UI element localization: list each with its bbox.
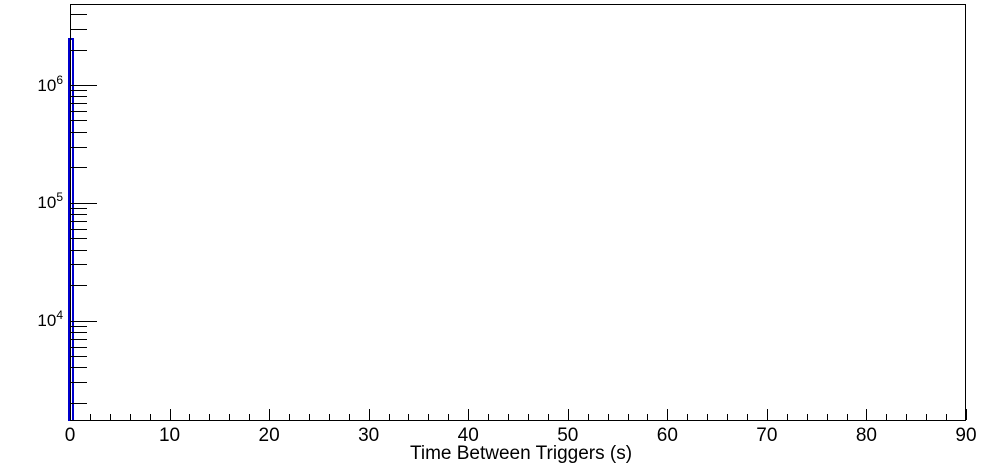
y-minor-tick xyxy=(71,167,87,169)
y-minor-tick xyxy=(71,238,87,240)
x-minor-tick xyxy=(627,414,629,420)
x-axis-title: Time Between Triggers (s) xyxy=(409,443,633,464)
x-major-tick xyxy=(70,409,71,420)
y-minor-tick xyxy=(71,49,87,51)
x-minor-tick xyxy=(388,414,390,420)
x-minor-tick xyxy=(886,414,888,420)
y-tick-label: 104 xyxy=(37,308,63,331)
x-minor-tick xyxy=(109,414,111,420)
x-tick-label: 20 xyxy=(258,425,280,446)
y-minor-tick xyxy=(71,131,87,133)
y-major-tick xyxy=(71,320,97,322)
x-tick-label: 10 xyxy=(158,425,181,446)
x-major-tick xyxy=(368,409,370,420)
x-minor-tick xyxy=(906,414,908,420)
y-minor-tick xyxy=(71,382,87,384)
x-minor-tick xyxy=(547,414,549,420)
y-minor-tick xyxy=(71,14,87,16)
x-minor-tick xyxy=(308,414,310,420)
x-minor-tick xyxy=(786,414,788,420)
y-minor-tick xyxy=(71,331,87,333)
y-tick-label-base: 10 xyxy=(37,193,57,213)
x-minor-tick xyxy=(707,414,709,420)
y-minor-tick xyxy=(71,214,87,216)
y-minor-tick xyxy=(71,228,87,230)
y-tick-label-exponent: 5 xyxy=(56,190,63,205)
y-minor-tick xyxy=(71,285,87,287)
x-minor-tick xyxy=(926,414,928,420)
x-minor-tick xyxy=(527,414,529,420)
y-major-tick xyxy=(71,85,97,86)
y-minor-tick xyxy=(71,220,87,222)
y-tick-label-base: 10 xyxy=(37,311,57,330)
y-minor-tick xyxy=(71,111,87,113)
x-minor-tick xyxy=(229,414,231,420)
x-minor-tick xyxy=(746,414,748,420)
x-minor-tick xyxy=(129,414,131,420)
y-minor-tick xyxy=(71,338,87,340)
x-tick-label: 0 xyxy=(64,425,76,446)
y-minor-tick xyxy=(71,96,87,98)
x-minor-tick xyxy=(727,414,729,420)
y-tick-label: 105 xyxy=(37,190,63,213)
y-minor-tick xyxy=(71,355,87,357)
y-minor-tick xyxy=(71,90,87,92)
y-minor-tick xyxy=(71,249,87,251)
x-minor-tick xyxy=(488,414,490,420)
x-tick-label: 80 xyxy=(855,425,878,446)
y-minor-tick xyxy=(71,28,87,30)
x-major-tick xyxy=(567,409,569,420)
x-tick-label: 90 xyxy=(955,425,977,446)
x-minor-tick xyxy=(89,414,91,420)
y-minor-tick xyxy=(71,146,87,148)
x-minor-tick xyxy=(189,414,191,420)
x-major-tick xyxy=(667,409,669,420)
x-minor-tick xyxy=(846,414,848,420)
x-tick-label: 50 xyxy=(557,425,579,446)
x-minor-tick xyxy=(428,414,430,420)
x-minor-tick xyxy=(289,414,291,420)
y-minor-tick xyxy=(71,346,87,348)
x-major-tick xyxy=(468,409,470,420)
y-minor-tick xyxy=(71,367,87,369)
x-tick-label: 30 xyxy=(358,425,380,446)
y-minor-tick xyxy=(71,402,87,404)
x-minor-tick xyxy=(946,414,948,420)
x-minor-tick xyxy=(607,414,609,420)
x-major-tick xyxy=(766,409,768,420)
x-minor-tick xyxy=(508,414,510,420)
x-minor-tick xyxy=(149,414,151,420)
x-tick-label: 70 xyxy=(756,425,778,446)
x-minor-tick xyxy=(328,414,330,420)
y-minor-tick xyxy=(71,103,87,105)
y-major-tick xyxy=(71,202,97,204)
y-minor-tick xyxy=(71,120,87,122)
x-minor-tick xyxy=(249,414,251,420)
x-minor-tick xyxy=(687,414,689,420)
y-tick-label: 106 xyxy=(37,73,63,96)
x-tick-label: 60 xyxy=(656,425,678,446)
x-major-tick xyxy=(269,409,271,420)
x-minor-tick xyxy=(209,414,211,420)
y-minor-tick xyxy=(71,208,87,210)
x-minor-tick xyxy=(826,414,828,420)
y-minor-tick xyxy=(71,325,87,327)
y-tick-label-base: 10 xyxy=(37,75,57,95)
x-minor-tick xyxy=(647,414,649,420)
x-minor-tick xyxy=(806,414,808,420)
plot-frame xyxy=(70,4,967,421)
y-tick-label-exponent: 6 xyxy=(56,72,63,87)
y-minor-tick xyxy=(71,264,87,266)
y-tick-label-exponent: 4 xyxy=(56,308,63,322)
x-minor-tick xyxy=(587,414,589,420)
x-minor-tick xyxy=(408,414,410,420)
x-major-tick xyxy=(966,409,967,420)
x-major-tick xyxy=(866,409,868,420)
x-minor-tick xyxy=(348,414,350,420)
x-tick-label: 40 xyxy=(457,425,479,446)
x-minor-tick xyxy=(448,414,450,420)
x-major-tick xyxy=(169,409,171,420)
